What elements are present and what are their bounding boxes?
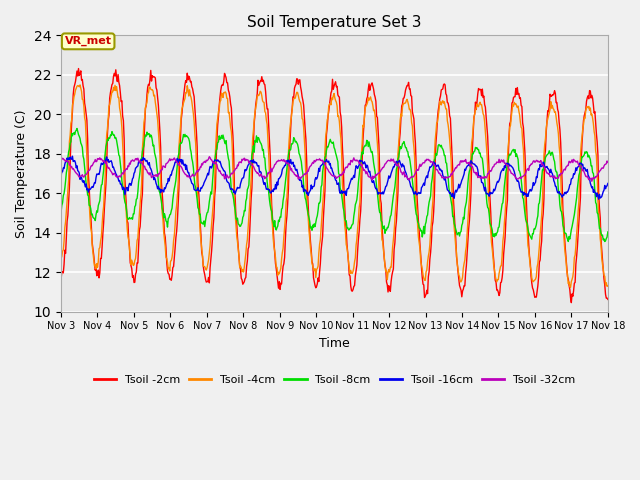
Text: VR_met: VR_met [65, 36, 111, 47]
Title: Soil Temperature Set 3: Soil Temperature Set 3 [247, 15, 422, 30]
Legend: Tsoil -2cm, Tsoil -4cm, Tsoil -8cm, Tsoil -16cm, Tsoil -32cm: Tsoil -2cm, Tsoil -4cm, Tsoil -8cm, Tsoi… [90, 370, 579, 389]
Y-axis label: Soil Temperature (C): Soil Temperature (C) [15, 109, 28, 238]
X-axis label: Time: Time [319, 337, 350, 350]
